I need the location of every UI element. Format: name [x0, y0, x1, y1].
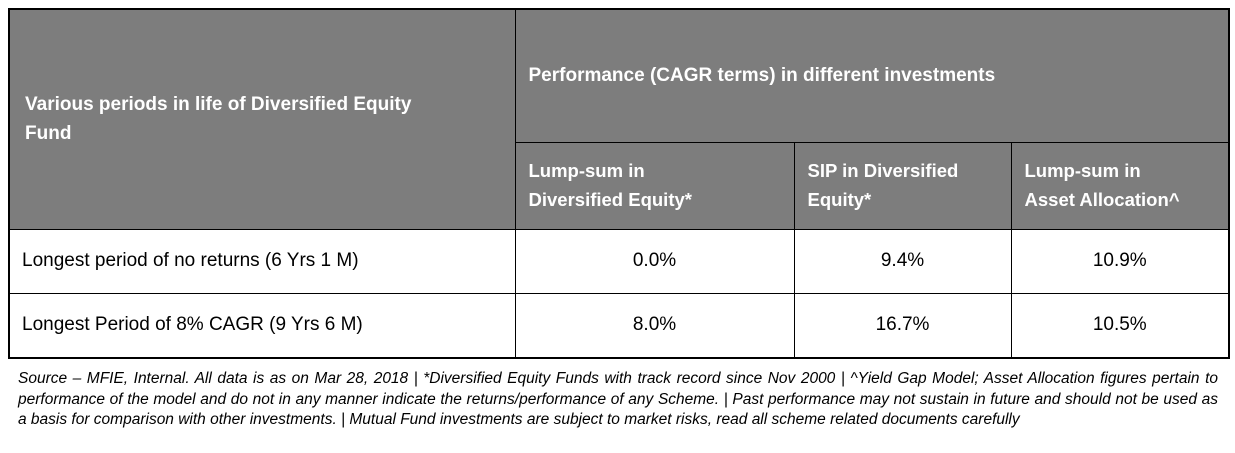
table-row: Longest period of no returns (6 Yrs 1 M)…	[8, 228, 1230, 294]
value-cell: 8.0%	[514, 292, 795, 359]
corner-header-cell: Various periods in life of Diversified E…	[8, 8, 516, 230]
value-cell: 10.5%	[1010, 292, 1230, 359]
source-footnote: Source – MFIE, Internal. All data is as …	[18, 370, 1218, 428]
row-label-no-returns: Longest period of no returns (6 Yrs 1 M)	[8, 228, 516, 294]
value-cell: 16.7%	[793, 292, 1012, 359]
value-cell: 10.9%	[1010, 228, 1230, 294]
value-cell: 9.4%	[793, 228, 1012, 294]
column-header-lumpsum-diversified-equity: Lump-sum in Diversified Equity*	[514, 141, 795, 230]
group-header-cell: Performance (CAGR terms) in different in…	[514, 8, 1230, 143]
header-row-group: Various periods in life of Diversified E…	[8, 8, 1230, 230]
column-header-lumpsum-asset-allocation: Lump-sum in Asset Allocation^	[1010, 141, 1230, 230]
table-row: Longest Period of 8% CAGR (9 Yrs 6 M) 8.…	[8, 292, 1230, 359]
column-header-sip-diversified-equity: SIP in Diversified Equity*	[793, 141, 1012, 230]
header-row-columns: Lump-sum in Diversified Equity* SIP in D…	[9, 141, 1230, 230]
row-label-8pct-cagr: Longest Period of 8% CAGR (9 Yrs 6 M)	[8, 292, 516, 359]
value-cell: 0.0%	[514, 228, 795, 294]
performance-table: Various periods in life of Diversified E…	[8, 8, 1231, 359]
